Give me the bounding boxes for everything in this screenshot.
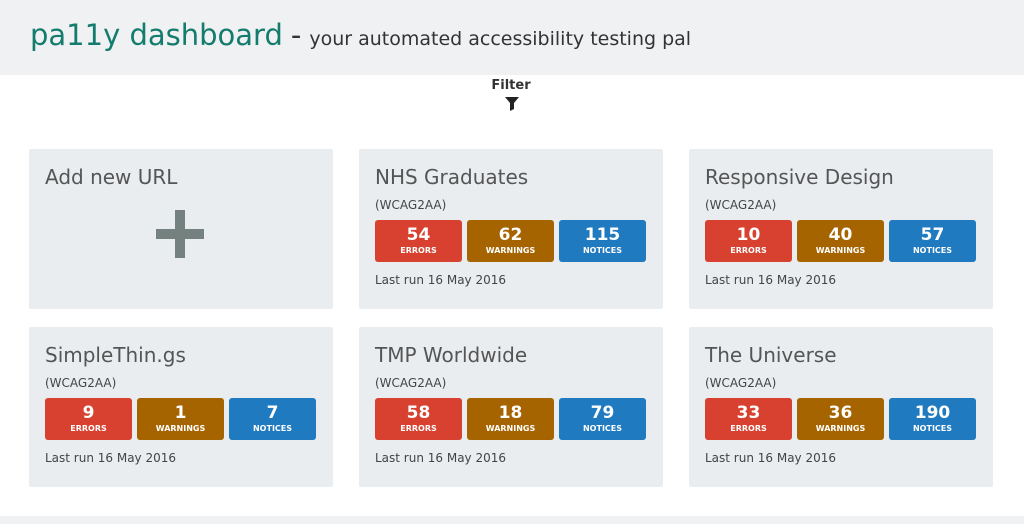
badge-errors: 9 ERRORS (45, 398, 132, 440)
badge-notices: 79 NOTICES (559, 398, 646, 440)
title-row: pa11y dashboard - your automated accessibi… (30, 18, 691, 52)
badge-count: 190 (914, 403, 951, 423)
badge-label: WARNINGS (485, 424, 536, 433)
badge-warnings: 62 WARNINGS (467, 220, 554, 262)
task-card[interactable]: The Universe (WCAG2AA) 33 ERRORS 36 WARNINGS 1… (689, 327, 993, 487)
badge-label: NOTICES (252, 424, 293, 433)
badge-label: WARNINGS (485, 246, 536, 255)
badge-label: NOTICES (582, 246, 623, 255)
badge-count: 10 (736, 225, 761, 245)
footer (0, 516, 1024, 524)
filter-icon (505, 97, 519, 111)
badge-count: 40 (828, 225, 853, 245)
task-name: Responsive Design (705, 165, 894, 189)
badge-count: 9 (82, 403, 95, 423)
filter-tab (459, 75, 565, 127)
badge-count: 62 (498, 225, 523, 245)
badge-count: 79 (590, 403, 615, 423)
task-name: SimpleThin.gs (45, 343, 186, 367)
badge-label: ERRORS (730, 424, 767, 433)
badge-errors: 33 ERRORS (705, 398, 792, 440)
task-standard: (WCAG2AA) (45, 376, 117, 390)
badge-notices: 190 NOTICES (889, 398, 976, 440)
task-name: The Universe (705, 343, 837, 367)
badge-notices: 7 NOTICES (229, 398, 316, 440)
add-label: Add new URL (45, 165, 178, 189)
badge-count: 18 (498, 403, 523, 423)
subtitle: your automated accessibility testing pal (309, 28, 692, 50)
separator: - (290, 18, 302, 52)
badge-label: ERRORS (400, 424, 437, 433)
badge-warnings: 40 WARNINGS (797, 220, 884, 262)
filter-button[interactable]: Filter (491, 78, 531, 93)
add-card[interactable]: Add new URL (29, 149, 333, 309)
badge-count: 115 (584, 225, 621, 245)
badge-errors: 58 ERRORS (375, 398, 462, 440)
badge-count: 33 (736, 403, 761, 423)
last-run: Last run 16 May 2016 (45, 451, 177, 465)
task-card[interactable]: SimpleThin.gs (WCAG2AA) 9 ERRORS 1 WARNINGS 7 N… (29, 327, 333, 487)
badge-count: 7 (266, 403, 279, 423)
badge-warnings: 36 WARNINGS (797, 398, 884, 440)
badge-count: 54 (406, 225, 431, 245)
header: pa11y dashboard - your automated accessibi… (0, 0, 1024, 75)
badge-label: ERRORS (730, 246, 767, 255)
task-standard: (WCAG2AA) (375, 198, 447, 212)
badge-notices: 57 NOTICES (889, 220, 976, 262)
badge-count: 58 (406, 403, 431, 423)
badge-count: 36 (828, 403, 853, 423)
badge-count: 57 (920, 225, 945, 245)
badge-label: WARNINGS (815, 424, 866, 433)
plus-icon (156, 210, 204, 258)
badge-label: ERRORS (400, 246, 437, 255)
badge-label: NOTICES (582, 424, 623, 433)
task-standard: (WCAG2AA) (705, 376, 777, 390)
badge-notices: 115 NOTICES (559, 220, 646, 262)
task-name: TMP Worldwide (375, 343, 528, 367)
badge-label: NOTICES (912, 246, 953, 255)
task-card[interactable]: TMP Worldwide (WCAG2AA) 58 ERRORS 18 WARNINGS… (359, 327, 663, 487)
task-standard: (WCAG2AA) (375, 376, 447, 390)
badge-warnings: 1 WARNINGS (137, 398, 224, 440)
task-standard: (WCAG2AA) (705, 198, 777, 212)
app-title: pa11y dashboard (30, 18, 283, 52)
badge-errors: 10 ERRORS (705, 220, 792, 262)
badge-label: NOTICES (912, 424, 953, 433)
last-run: Last run 16 May 2016 (705, 451, 837, 465)
badge-label: ERRORS (70, 424, 107, 433)
badge-label: WARNINGS (815, 246, 866, 255)
task-name: NHS Graduates (375, 165, 529, 189)
badge-errors: 54 ERRORS (375, 220, 462, 262)
last-run: Last run 16 May 2016 (375, 451, 507, 465)
badge-warnings: 18 WARNINGS (467, 398, 554, 440)
badge-count: 1 (174, 403, 187, 423)
badge-label: WARNINGS (155, 424, 206, 433)
task-card[interactable]: NHS Graduates (WCAG2AA) 54 ERRORS 62 WARNINGS… (359, 149, 663, 309)
last-run: Last run 16 May 2016 (375, 273, 507, 287)
task-card[interactable]: Responsive Design (WCAG2AA) 10 ERRORS 40 WARN… (689, 149, 993, 309)
last-run: Last run 16 May 2016 (705, 273, 837, 287)
